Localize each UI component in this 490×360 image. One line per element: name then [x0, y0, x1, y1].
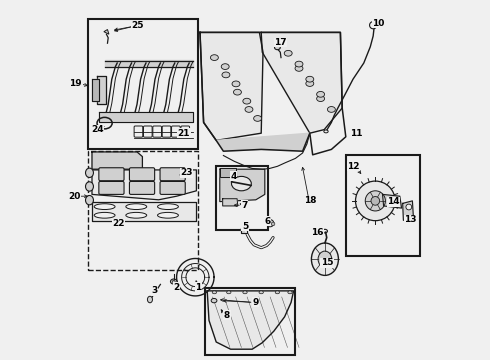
- Ellipse shape: [254, 116, 262, 121]
- Ellipse shape: [327, 107, 335, 112]
- Text: 8: 8: [224, 310, 230, 320]
- FancyBboxPatch shape: [99, 181, 124, 194]
- Polygon shape: [403, 201, 414, 220]
- Text: 15: 15: [321, 258, 333, 267]
- Text: 3: 3: [151, 287, 157, 295]
- Ellipse shape: [86, 195, 94, 205]
- Ellipse shape: [227, 291, 231, 294]
- Bar: [216, 166, 269, 230]
- Ellipse shape: [259, 291, 263, 294]
- Polygon shape: [92, 202, 196, 221]
- FancyBboxPatch shape: [160, 168, 185, 181]
- Ellipse shape: [295, 61, 303, 67]
- Ellipse shape: [94, 212, 115, 218]
- Ellipse shape: [86, 168, 94, 177]
- Polygon shape: [261, 32, 342, 133]
- Polygon shape: [104, 30, 109, 34]
- Bar: [88, 151, 198, 270]
- Ellipse shape: [157, 204, 178, 210]
- Ellipse shape: [171, 279, 177, 284]
- Text: 12: 12: [347, 162, 360, 171]
- Text: 6: 6: [264, 217, 270, 226]
- Text: 20: 20: [68, 192, 80, 201]
- Ellipse shape: [126, 204, 147, 210]
- Text: 16: 16: [312, 228, 324, 237]
- Polygon shape: [220, 169, 265, 202]
- Ellipse shape: [172, 280, 175, 283]
- Polygon shape: [98, 76, 106, 104]
- Circle shape: [271, 222, 275, 226]
- Text: 18: 18: [303, 197, 316, 205]
- Text: 24: 24: [91, 125, 104, 134]
- Ellipse shape: [243, 98, 251, 104]
- Ellipse shape: [233, 89, 242, 95]
- FancyBboxPatch shape: [99, 168, 124, 181]
- Polygon shape: [104, 60, 193, 67]
- Ellipse shape: [86, 182, 94, 191]
- Ellipse shape: [211, 298, 217, 303]
- Ellipse shape: [306, 76, 314, 82]
- Text: 23: 23: [180, 168, 193, 177]
- Circle shape: [356, 181, 395, 221]
- Ellipse shape: [94, 204, 115, 210]
- Polygon shape: [241, 228, 247, 233]
- Text: 13: 13: [404, 215, 417, 224]
- Polygon shape: [216, 133, 310, 151]
- Text: 1: 1: [195, 283, 201, 292]
- Text: 2: 2: [173, 283, 180, 292]
- Ellipse shape: [157, 212, 178, 218]
- Polygon shape: [200, 32, 263, 140]
- Polygon shape: [220, 168, 236, 177]
- Ellipse shape: [275, 291, 280, 294]
- Circle shape: [365, 191, 386, 211]
- Ellipse shape: [284, 50, 292, 56]
- Text: 4: 4: [230, 172, 237, 181]
- Circle shape: [406, 204, 412, 210]
- Circle shape: [267, 220, 274, 227]
- Ellipse shape: [288, 291, 292, 294]
- Ellipse shape: [221, 64, 229, 69]
- Ellipse shape: [210, 55, 219, 60]
- Text: 22: 22: [112, 219, 124, 228]
- Text: 25: 25: [131, 21, 144, 30]
- Polygon shape: [99, 112, 193, 122]
- Text: 19: 19: [70, 79, 82, 88]
- FancyBboxPatch shape: [129, 181, 155, 194]
- Ellipse shape: [312, 243, 339, 275]
- Polygon shape: [207, 291, 294, 349]
- FancyBboxPatch shape: [160, 181, 185, 194]
- Ellipse shape: [317, 91, 324, 97]
- Ellipse shape: [243, 291, 247, 294]
- Ellipse shape: [212, 291, 217, 294]
- Ellipse shape: [245, 107, 253, 112]
- Circle shape: [371, 197, 380, 205]
- Polygon shape: [383, 194, 402, 208]
- Ellipse shape: [295, 66, 303, 71]
- Polygon shape: [222, 199, 238, 206]
- FancyBboxPatch shape: [129, 168, 155, 181]
- Text: 11: 11: [350, 129, 362, 138]
- Text: 7: 7: [241, 201, 247, 210]
- Polygon shape: [92, 170, 196, 200]
- Bar: [205, 288, 295, 355]
- Text: 14: 14: [387, 197, 400, 206]
- Bar: [88, 19, 198, 149]
- Ellipse shape: [147, 296, 152, 303]
- Text: 10: 10: [372, 19, 384, 28]
- Ellipse shape: [232, 81, 240, 87]
- Ellipse shape: [231, 176, 251, 191]
- Text: 17: 17: [274, 38, 287, 47]
- Text: 9: 9: [253, 298, 259, 307]
- Ellipse shape: [306, 81, 314, 86]
- Ellipse shape: [318, 251, 332, 267]
- Polygon shape: [92, 152, 143, 169]
- Ellipse shape: [274, 45, 280, 50]
- Text: 5: 5: [242, 222, 248, 231]
- Ellipse shape: [317, 96, 324, 102]
- Polygon shape: [92, 79, 99, 101]
- Bar: [346, 155, 419, 256]
- Text: 21: 21: [177, 129, 190, 138]
- Ellipse shape: [126, 212, 147, 218]
- Ellipse shape: [222, 72, 230, 78]
